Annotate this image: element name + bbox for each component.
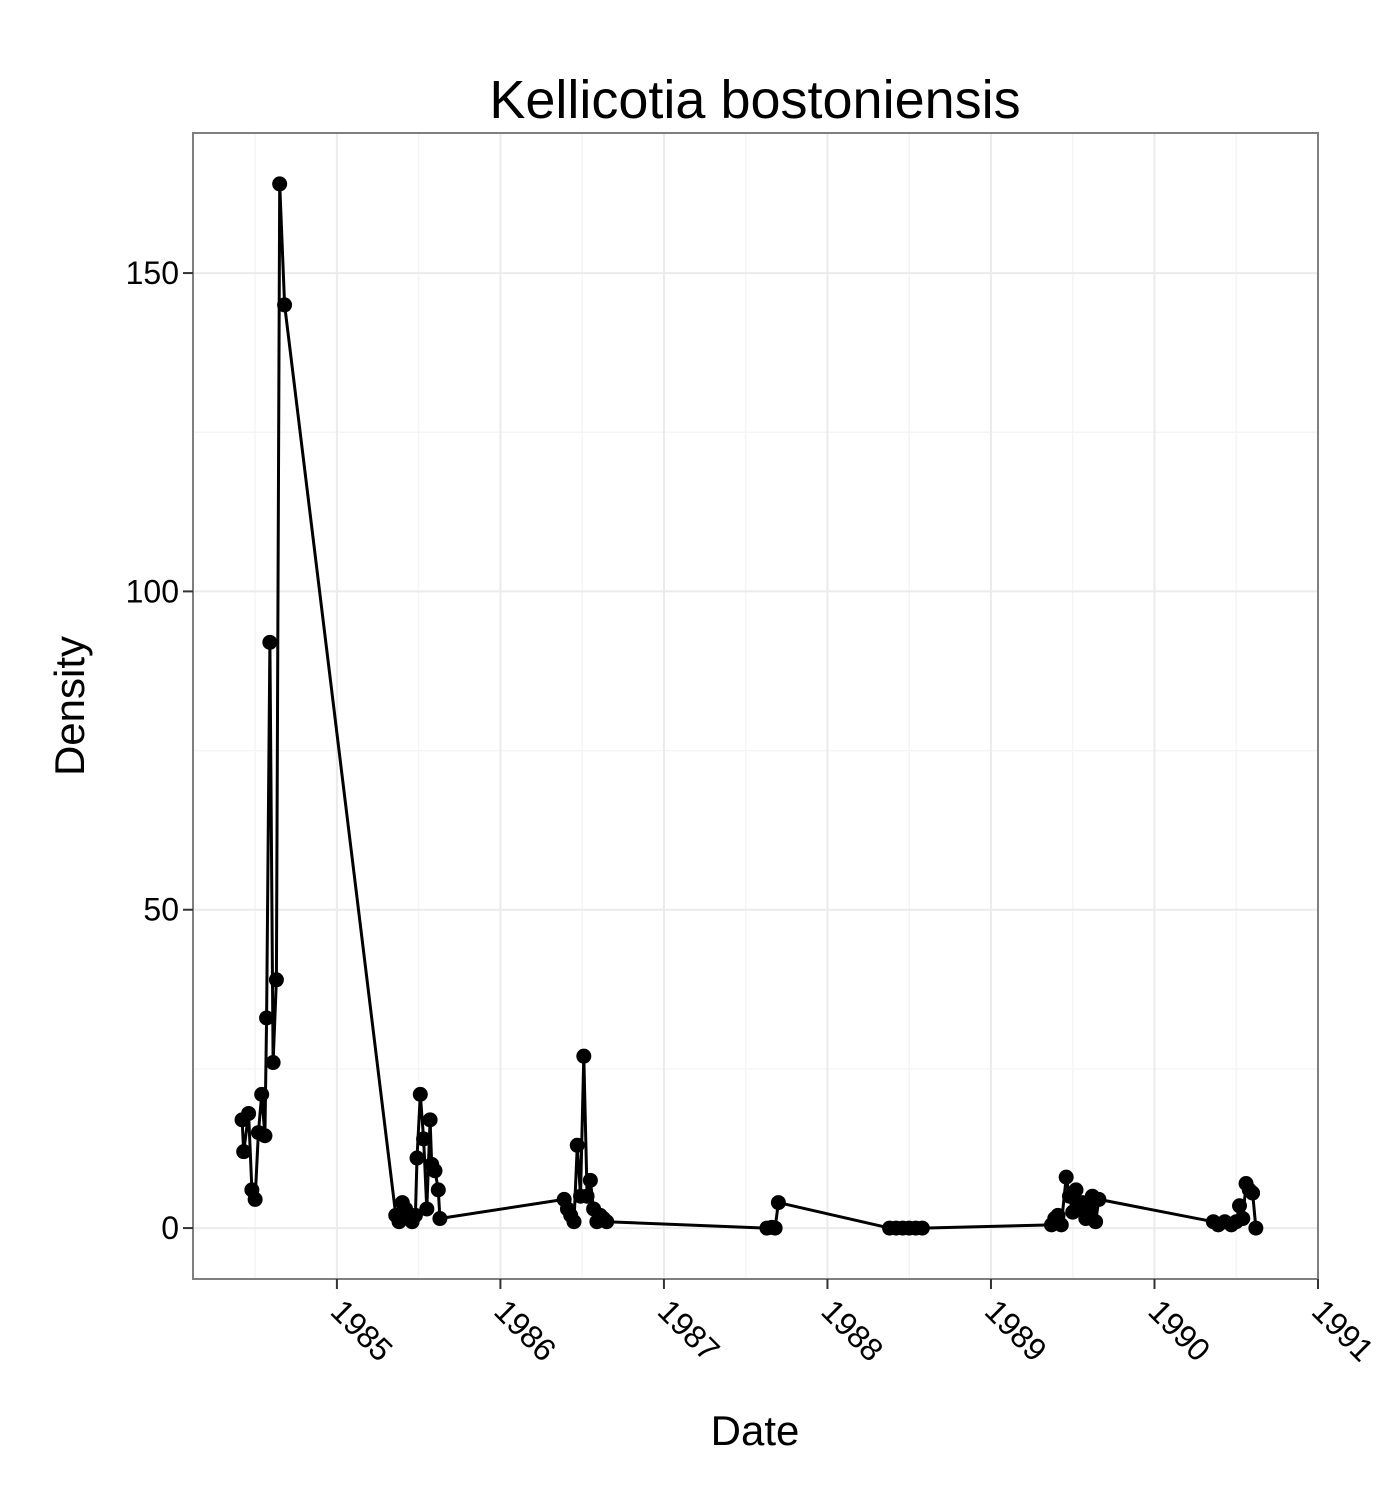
- data-point: [430, 1182, 446, 1198]
- data-point: [407, 1207, 423, 1223]
- y-tick-label: 150: [126, 255, 179, 291]
- y-axis-title: Density: [46, 636, 93, 776]
- data-point: [241, 1105, 257, 1121]
- data-point: [767, 1220, 783, 1236]
- data-point: [576, 1048, 592, 1064]
- data-point: [265, 1055, 281, 1071]
- data-point: [1245, 1185, 1261, 1201]
- data-point: [1248, 1220, 1264, 1236]
- data-point: [1053, 1217, 1069, 1233]
- data-point: [579, 1188, 595, 1204]
- data-point: [599, 1214, 615, 1230]
- x-tick-label: 1988: [814, 1292, 890, 1368]
- data-point: [770, 1195, 786, 1211]
- data-point: [236, 1144, 252, 1160]
- data-point: [422, 1112, 438, 1128]
- plot-panel: [193, 133, 1318, 1279]
- data-point: [412, 1086, 428, 1102]
- x-tick-label: 1986: [487, 1292, 563, 1368]
- data-point: [1068, 1182, 1084, 1198]
- data-point: [914, 1220, 930, 1236]
- data-point: [416, 1131, 432, 1147]
- y-tick-label: 0: [161, 1210, 179, 1246]
- data-point: [1088, 1214, 1104, 1230]
- data-point: [262, 634, 278, 650]
- data-point: [268, 972, 284, 988]
- data-point: [254, 1086, 270, 1102]
- x-tick-label: 1985: [324, 1292, 400, 1368]
- x-tick-label: 1991: [1305, 1292, 1379, 1368]
- series-layer: [234, 176, 1264, 1236]
- data-point: [432, 1211, 448, 1227]
- x-axis-title: Date: [711, 1407, 800, 1454]
- x-tick-label: 1987: [651, 1292, 727, 1368]
- plot-border: [192, 132, 1319, 1280]
- data-point: [1091, 1191, 1107, 1207]
- data-point: [272, 176, 288, 192]
- x-tick-label: 1989: [978, 1292, 1054, 1368]
- data-point: [1232, 1198, 1248, 1214]
- data-point: [569, 1137, 585, 1153]
- data-point: [247, 1191, 263, 1207]
- data-point: [1058, 1169, 1074, 1185]
- data-point: [419, 1201, 435, 1217]
- y-tick-label: 50: [143, 892, 179, 928]
- data-point: [409, 1150, 425, 1166]
- y-tick-label: 100: [126, 573, 179, 609]
- data-point: [427, 1163, 443, 1179]
- data-point: [566, 1214, 582, 1230]
- data-point: [277, 297, 293, 313]
- x-tick-label: 1990: [1142, 1292, 1218, 1368]
- data-point: [1235, 1211, 1251, 1227]
- chart-title: Kellicotia bostoniensis: [489, 70, 1020, 130]
- data-point: [582, 1172, 598, 1188]
- data-point: [1081, 1201, 1097, 1217]
- data-point: [259, 1010, 275, 1026]
- data-point: [257, 1128, 273, 1144]
